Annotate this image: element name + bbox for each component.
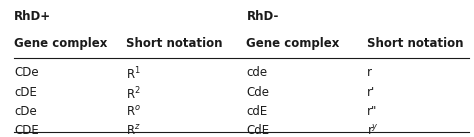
Text: Short notation: Short notation [126, 37, 222, 50]
Text: r": r" [367, 105, 378, 118]
Text: R$^1$: R$^1$ [126, 66, 140, 82]
Text: Cde: Cde [246, 86, 270, 99]
Text: Gene complex: Gene complex [14, 37, 108, 50]
Text: Gene complex: Gene complex [246, 37, 340, 50]
Text: Short notation: Short notation [367, 37, 464, 50]
Text: RhD-: RhD- [246, 10, 279, 23]
Text: CDE: CDE [14, 124, 39, 137]
Text: CdE: CdE [246, 124, 270, 137]
Text: cde: cde [246, 66, 268, 79]
Text: CDe: CDe [14, 66, 39, 79]
Text: r': r' [367, 86, 375, 99]
Text: cdE: cdE [246, 105, 268, 118]
Text: cDe: cDe [14, 105, 37, 118]
Text: RhD+: RhD+ [14, 10, 51, 23]
Text: r$^y$: r$^y$ [367, 124, 379, 137]
Text: R$^o$: R$^o$ [126, 105, 141, 119]
Text: cDE: cDE [14, 86, 37, 99]
Text: R$^z$: R$^z$ [126, 124, 140, 137]
Text: R$^2$: R$^2$ [126, 86, 140, 102]
Text: r: r [367, 66, 373, 79]
